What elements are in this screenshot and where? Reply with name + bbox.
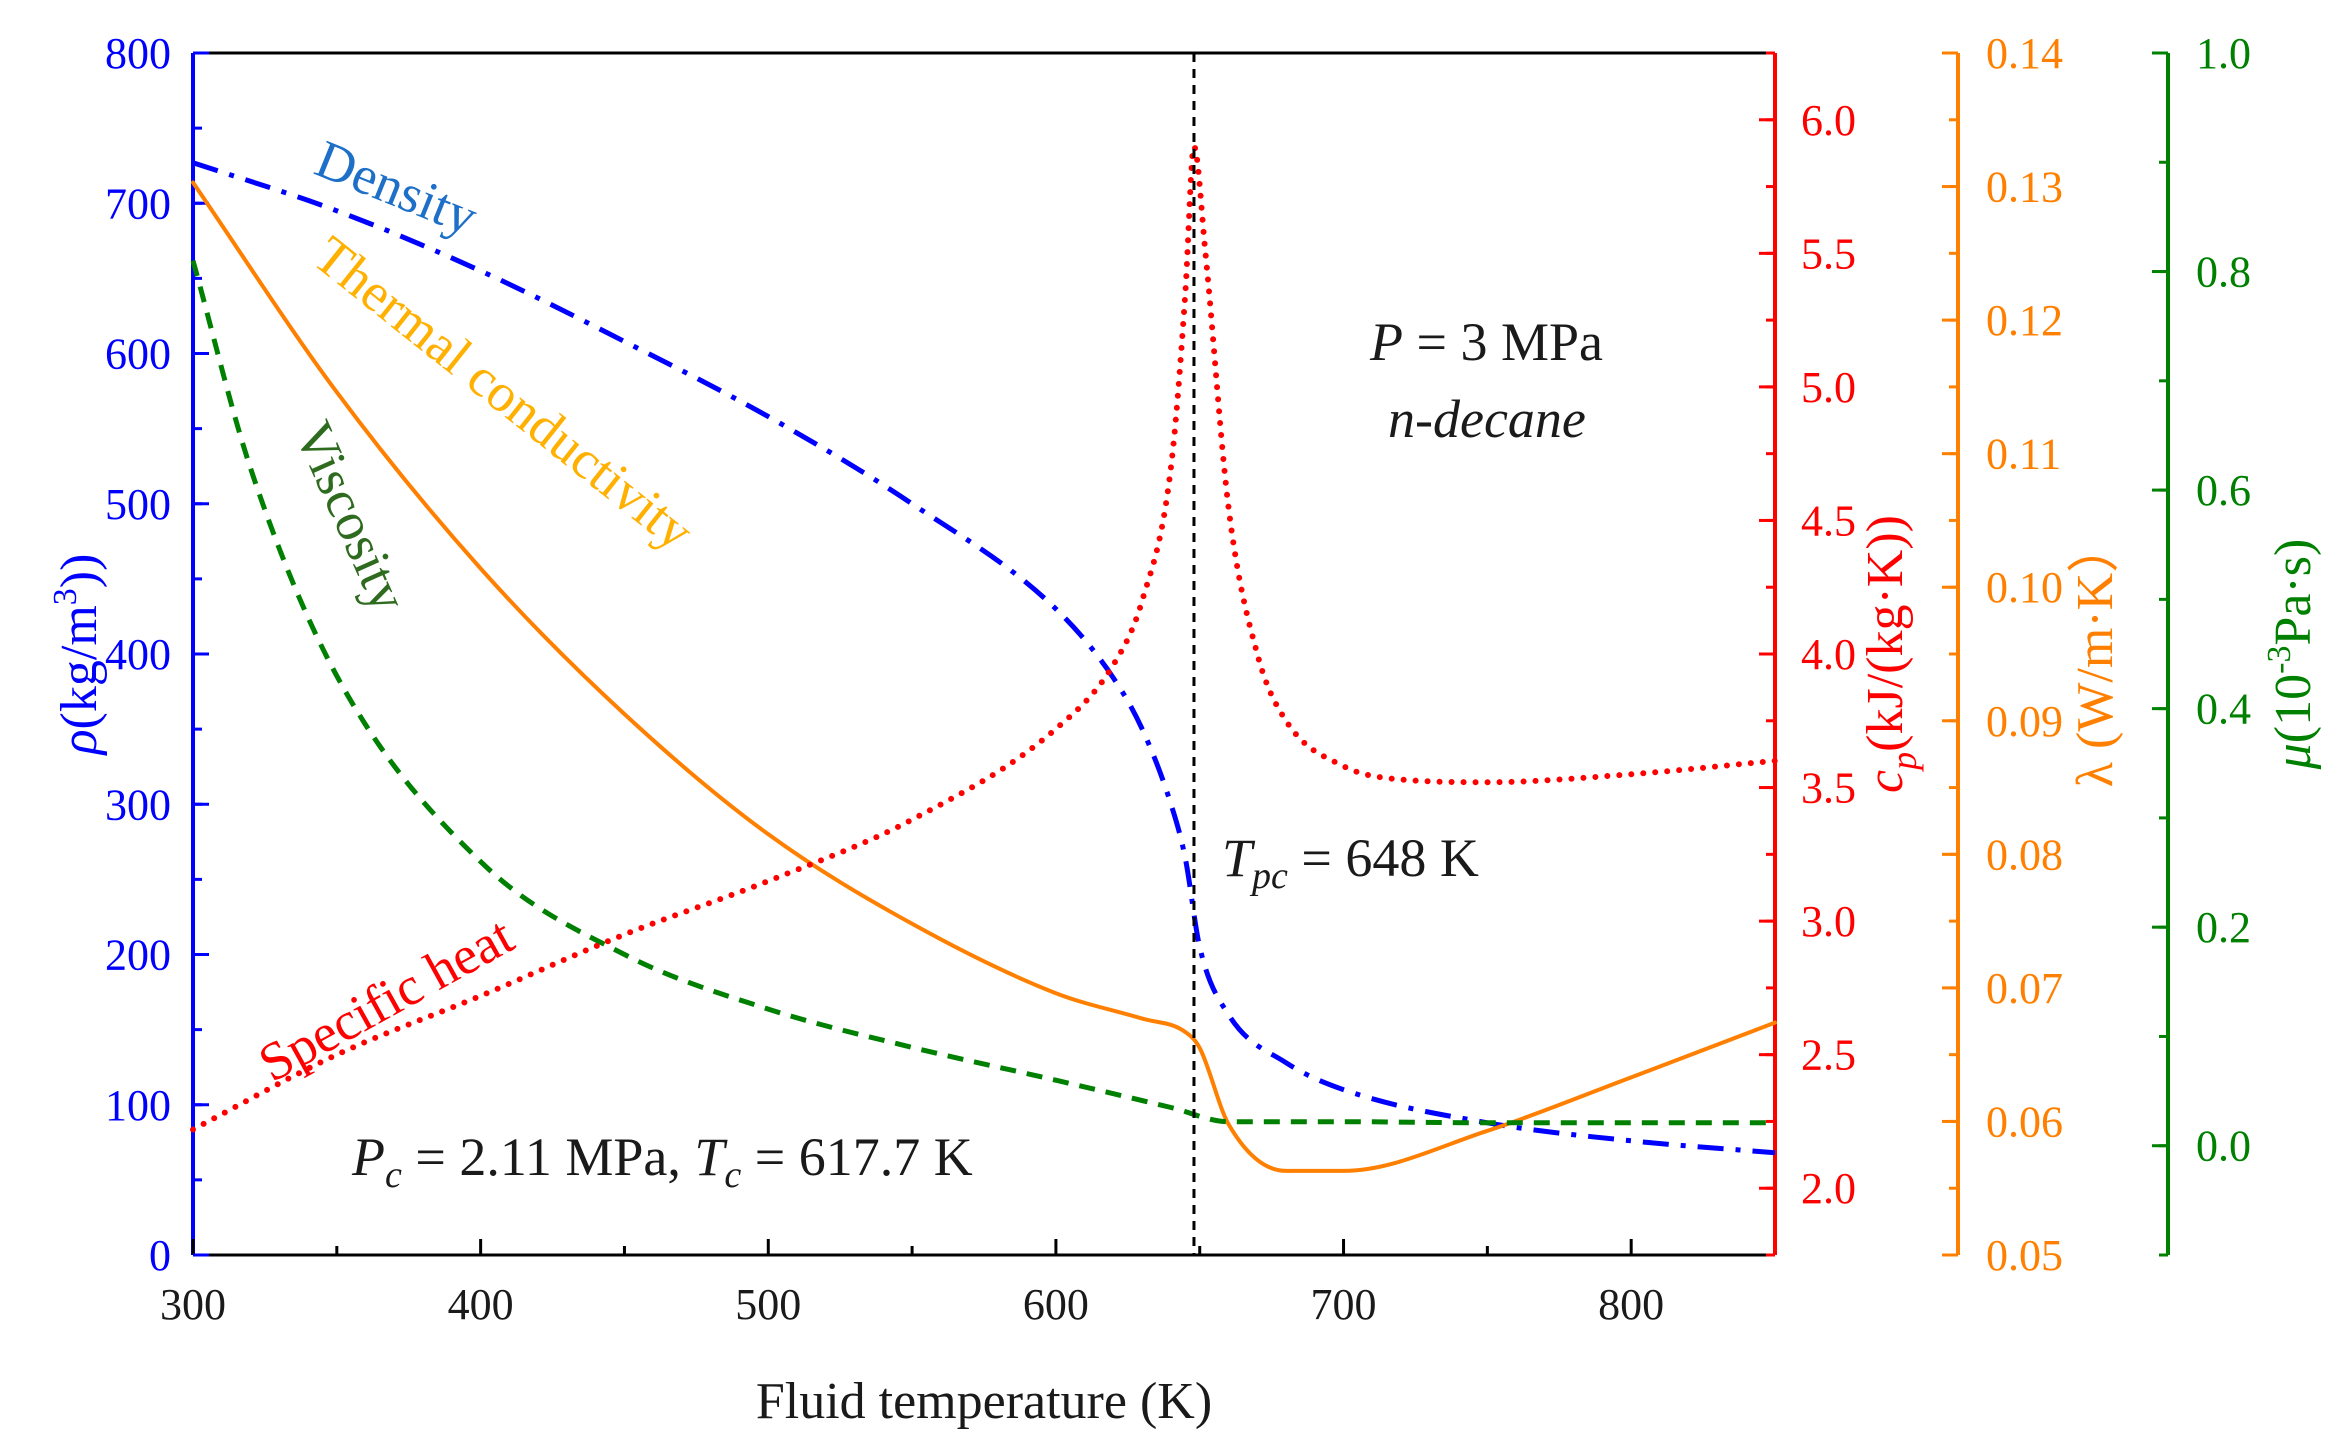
density-tick-label: 500	[105, 480, 171, 529]
cp-axis-label-subscript: p	[1884, 752, 1924, 773]
axis-ticks: 300 400 500 600 700 800 0 100 200 300 400 500 600 700…	[105, 29, 2251, 1329]
curve-specific-heat	[190, 143, 1778, 1133]
density-axis-label-symbol: ρ	[51, 729, 108, 756]
cp-tick-label: 2.0	[1801, 1164, 1856, 1213]
mu-tick-label: 0.8	[2196, 248, 2251, 297]
lambda-axis-label: λ (W/m·K）	[2067, 521, 2124, 787]
curve-density	[192, 160, 1776, 1156]
density-tick-label: 100	[105, 1081, 171, 1130]
critical-point-annotation: Pc = 2.11 MPa, Tc = 617.7 K	[351, 1127, 973, 1196]
tpc-symbol: T	[1222, 828, 1256, 888]
density-axis-label-unit: (kg/m	[51, 605, 108, 729]
density-tick-label: 600	[105, 330, 171, 379]
lambda-tick-label: 0.11	[1986, 430, 2061, 479]
cp-axis-label: cp(kJ/(kg·K))	[1857, 515, 1924, 793]
mu-axis-label: μ(10-3Pa·s)	[2261, 539, 2322, 771]
lambda-tick-label: 0.09	[1986, 697, 2063, 746]
mu-axis-label-unit: (10	[2265, 674, 2322, 743]
mu-tick-label: 0.0	[2196, 1122, 2251, 1171]
pseudocritical-temperature-annotation: Tpc = 648 K	[1222, 828, 1479, 897]
curves	[190, 53, 1778, 1255]
mu-axis-label-exponent: -3	[2261, 646, 2298, 674]
cp-tick-label: 4.0	[1801, 630, 1856, 679]
lambda-tick-label: 0.05	[1986, 1231, 2063, 1280]
fluid-annotation: n-decane	[1388, 389, 1586, 449]
cp-axis-label-unit: (kJ/(kg·K))	[1857, 515, 1914, 752]
density-tick-label: 0	[149, 1231, 171, 1280]
x-tick-label: 600	[1023, 1280, 1089, 1329]
cp-tick-label: 5.0	[1801, 363, 1856, 412]
pc-subscript: c	[385, 1154, 402, 1196]
tpc-value: = 648 K	[1288, 828, 1479, 888]
cp-tick-label: 2.5	[1801, 1031, 1856, 1080]
lambda-tick-label: 0.13	[1986, 163, 2063, 212]
cp-axis-label-symbol: c	[1857, 770, 1914, 793]
mu-axis-label-unit-rest: Pa·s)	[2265, 539, 2322, 646]
density-tick-label: 700	[105, 179, 171, 228]
cp-tick-label: 3.0	[1801, 897, 1856, 946]
x-tick-label: 300	[160, 1280, 226, 1329]
specific-heat-curve-label: Specific heat	[249, 905, 523, 1093]
tc-value: = 617.7 K	[741, 1127, 972, 1187]
pc-symbol: P	[351, 1127, 385, 1187]
density-curve-label: Density	[308, 128, 486, 247]
cp-tick-label: 3.5	[1801, 764, 1856, 813]
density-tick-label: 300	[105, 780, 171, 829]
mu-tick-label: 0.4	[2196, 685, 2251, 734]
x-tick-label: 500	[735, 1280, 801, 1329]
pressure-annotation: P = 3 MPa	[1369, 312, 1603, 372]
x-axis-label: Fluid temperature (K)	[756, 1373, 1212, 1430]
pc-value: = 2.11 MPa,	[402, 1127, 694, 1187]
curve-thermal-conductivity	[191, 180, 1777, 1173]
mu-tick-label: 0.2	[2196, 903, 2251, 952]
mu-tick-label: 0.6	[2196, 466, 2251, 515]
x-tick-label: 800	[1598, 1280, 1664, 1329]
tc-symbol: T	[694, 1127, 728, 1187]
lambda-tick-label: 0.06	[1986, 1097, 2063, 1146]
cp-tick-label: 4.5	[1801, 496, 1856, 545]
density-tick-label: 800	[105, 29, 171, 78]
viscosity-curve-label: Viscosity	[283, 412, 419, 620]
mu-tick-label: 1.0	[2196, 29, 2251, 78]
tpc-subscript: pc	[1249, 855, 1288, 897]
lambda-tick-label: 0.08	[1986, 830, 2063, 879]
lambda-tick-label: 0.12	[1986, 296, 2063, 345]
cp-tick-label: 5.5	[1801, 229, 1856, 278]
curve-viscosity	[190, 259, 1775, 1126]
lambda-tick-label: 0.07	[1986, 964, 2063, 1013]
density-tick-label: 200	[105, 931, 171, 980]
pressure-value: = 3 MPa	[1403, 312, 1603, 372]
lambda-tick-label: 0.10	[1986, 563, 2063, 612]
density-axis-label-exponent: 3	[47, 588, 84, 605]
x-tick-label: 400	[448, 1280, 514, 1329]
density-tick-label: 400	[105, 630, 171, 679]
pressure-symbol: P	[1369, 312, 1403, 372]
x-tick-label: 700	[1311, 1280, 1377, 1329]
tc-subscript: c	[724, 1154, 741, 1196]
density-axis-label: ρ(kg/m3))	[47, 554, 108, 757]
cp-tick-label: 6.0	[1801, 96, 1856, 145]
density-axis-label-close: ))	[51, 554, 108, 589]
lambda-tick-label: 0.14	[1986, 29, 2063, 78]
mu-axis-label-symbol: μ	[2265, 743, 2322, 770]
